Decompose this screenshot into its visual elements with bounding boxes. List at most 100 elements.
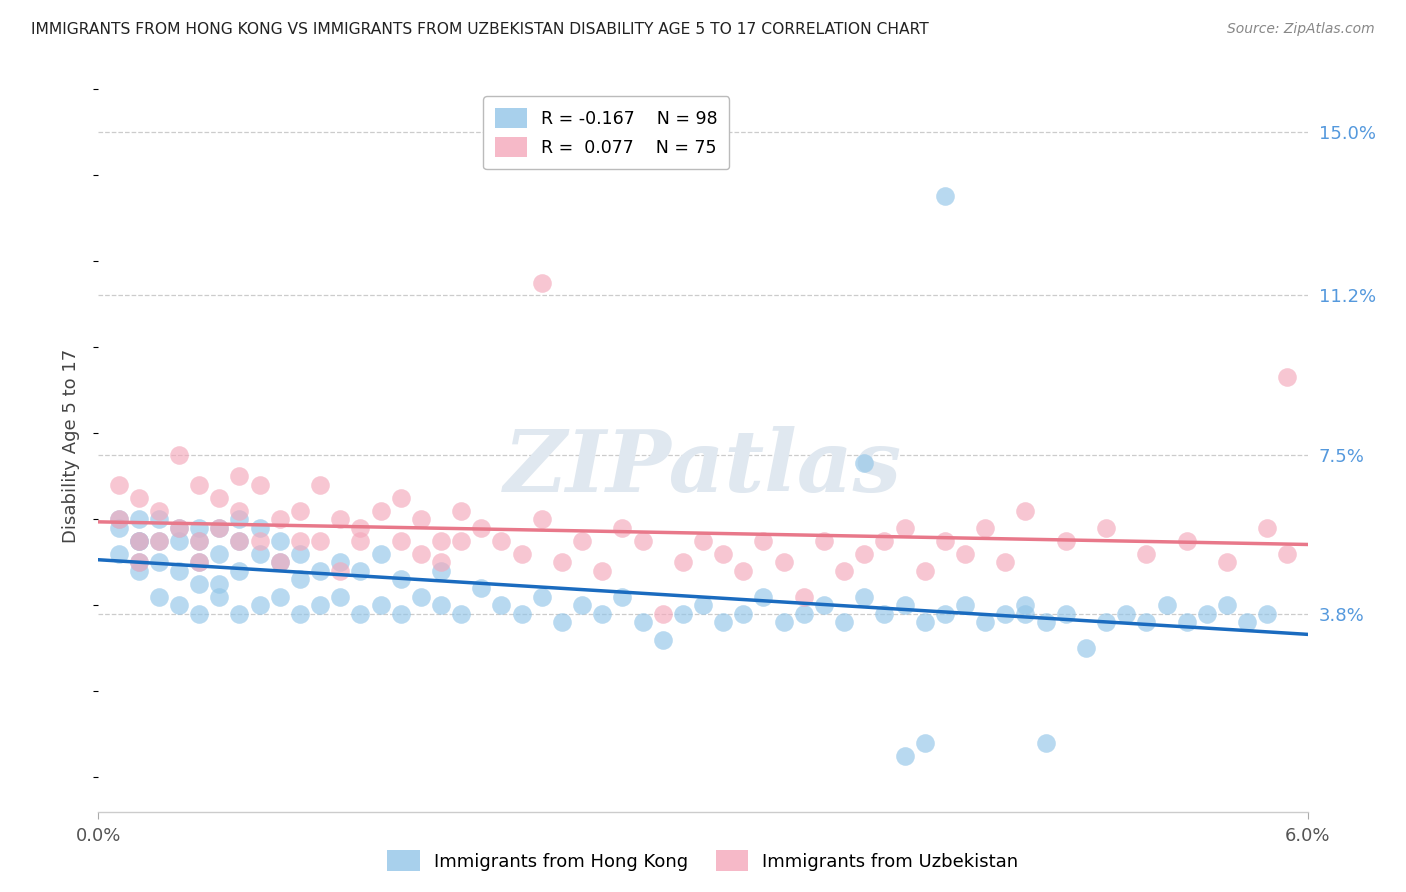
Point: [128, 555, 150, 569]
Point: [107, 547, 129, 561]
Point: [249, 598, 271, 612]
Point: [167, 521, 190, 535]
Point: [571, 533, 593, 548]
Point: [349, 521, 371, 535]
Point: [530, 590, 553, 604]
Point: [167, 448, 190, 462]
Point: [651, 607, 673, 621]
Point: [148, 512, 170, 526]
Point: [692, 598, 714, 612]
Point: [188, 521, 211, 535]
Point: [128, 533, 150, 548]
Point: [1277, 547, 1299, 561]
Point: [1135, 615, 1157, 630]
Point: [389, 573, 412, 587]
Point: [249, 477, 271, 491]
Point: [288, 503, 311, 517]
Point: [893, 521, 915, 535]
Point: [329, 564, 352, 578]
Point: [1014, 598, 1036, 612]
Point: [491, 598, 513, 612]
Point: [249, 533, 271, 548]
Point: [329, 590, 352, 604]
Point: [188, 555, 211, 569]
Point: [288, 547, 311, 561]
Point: [813, 533, 835, 548]
Point: [228, 512, 250, 526]
Point: [128, 533, 150, 548]
Point: [934, 533, 956, 548]
Point: [853, 590, 876, 604]
Point: [1216, 555, 1239, 569]
Text: ZIPatlas: ZIPatlas: [503, 426, 903, 509]
Point: [228, 503, 250, 517]
Point: [188, 555, 211, 569]
Point: [510, 547, 533, 561]
Point: [1175, 533, 1198, 548]
Point: [752, 590, 775, 604]
Point: [249, 547, 271, 561]
Point: [148, 590, 170, 604]
Point: [772, 615, 794, 630]
Point: [914, 736, 936, 750]
Point: [793, 607, 815, 621]
Point: [1256, 607, 1278, 621]
Point: [853, 456, 876, 470]
Point: [208, 590, 231, 604]
Point: [430, 598, 453, 612]
Point: [873, 607, 896, 621]
Legend: R = -0.167    N = 98, R =  0.077    N = 75: R = -0.167 N = 98, R = 0.077 N = 75: [484, 96, 730, 169]
Point: [409, 512, 432, 526]
Point: [1216, 598, 1239, 612]
Point: [288, 573, 311, 587]
Point: [893, 748, 915, 763]
Point: [994, 607, 1017, 621]
Point: [128, 533, 150, 548]
Point: [1054, 607, 1077, 621]
Point: [389, 607, 412, 621]
Point: [128, 491, 150, 505]
Point: [470, 581, 492, 595]
Point: [128, 555, 150, 569]
Point: [692, 533, 714, 548]
Text: IMMIGRANTS FROM HONG KONG VS IMMIGRANTS FROM UZBEKISTAN DISABILITY AGE 5 TO 17 C: IMMIGRANTS FROM HONG KONG VS IMMIGRANTS …: [31, 22, 929, 37]
Point: [813, 598, 835, 612]
Point: [288, 533, 311, 548]
Point: [167, 564, 190, 578]
Point: [269, 555, 291, 569]
Point: [1095, 521, 1118, 535]
Point: [612, 521, 634, 535]
Point: [873, 533, 896, 548]
Point: [349, 533, 371, 548]
Point: [269, 533, 291, 548]
Point: [491, 533, 513, 548]
Point: [349, 607, 371, 621]
Point: [1035, 736, 1057, 750]
Point: [228, 469, 250, 483]
Point: [1014, 607, 1036, 621]
Point: [974, 615, 997, 630]
Point: [772, 555, 794, 569]
Point: [591, 607, 613, 621]
Point: [914, 564, 936, 578]
Point: [228, 607, 250, 621]
Point: [571, 598, 593, 612]
Point: [711, 615, 734, 630]
Point: [249, 521, 271, 535]
Point: [1135, 547, 1157, 561]
Point: [551, 555, 574, 569]
Point: [370, 503, 392, 517]
Point: [1156, 598, 1178, 612]
Point: [148, 533, 170, 548]
Y-axis label: Disability Age 5 to 17: Disability Age 5 to 17: [62, 349, 80, 543]
Point: [711, 547, 734, 561]
Point: [349, 564, 371, 578]
Point: [148, 503, 170, 517]
Point: [309, 564, 332, 578]
Point: [208, 491, 231, 505]
Point: [430, 555, 453, 569]
Point: [148, 533, 170, 548]
Point: [370, 547, 392, 561]
Point: [228, 533, 250, 548]
Point: [188, 533, 211, 548]
